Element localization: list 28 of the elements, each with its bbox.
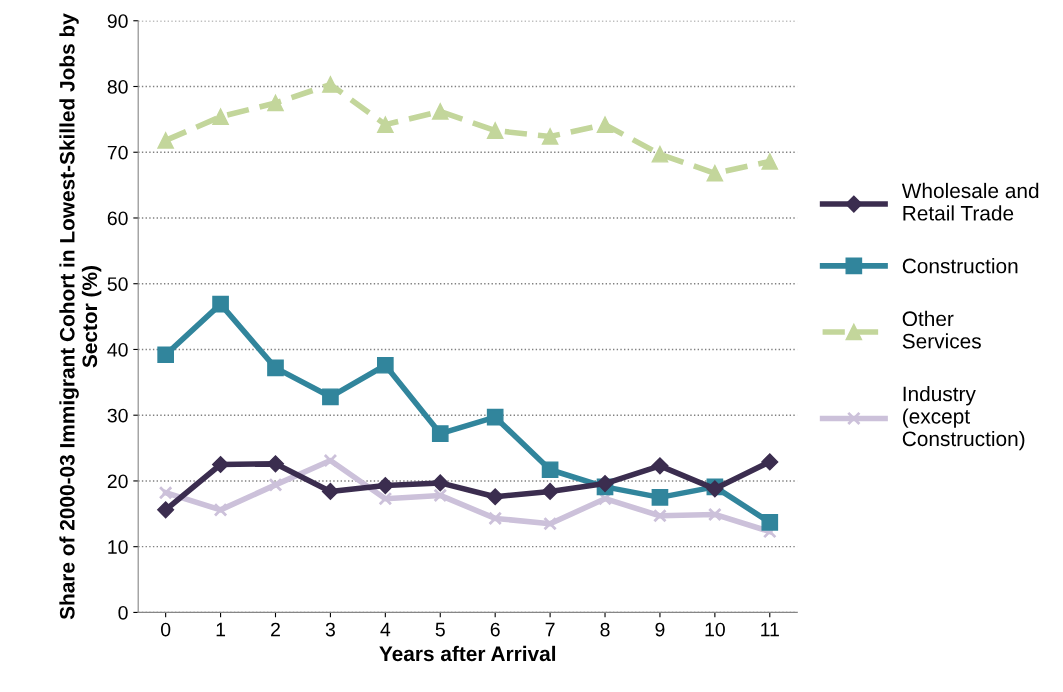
x-tick-label: 4 <box>380 622 391 637</box>
y-tick-label: 50 <box>107 277 128 291</box>
y-tick-label: 20 <box>107 474 128 489</box>
y-tick-label: 90 <box>107 14 128 28</box>
y-tick-label: 30 <box>107 408 128 423</box>
x-axis-title: Years after Arrival <box>379 645 556 662</box>
x-tick-label: 7 <box>545 622 555 637</box>
legend-label: Construction <box>902 258 1018 274</box>
x-tick-label: 10 <box>705 622 725 637</box>
y-tick-label: 0 <box>118 605 128 620</box>
x-tick-label: 8 <box>600 622 610 637</box>
y-tick-label: 10 <box>108 540 128 554</box>
y-tick-label: 80 <box>107 79 128 94</box>
x-tick-label: 0 <box>161 622 171 637</box>
legend-label: Industry (except Construction) <box>902 386 1025 451</box>
x-tick-label: 3 <box>325 622 335 637</box>
y-tick-label: 70 <box>107 145 128 160</box>
y-tick-label: 60 <box>107 211 128 226</box>
x-tick-label: 9 <box>655 622 665 637</box>
x-tick-label: 5 <box>435 622 445 637</box>
x-tick-label: 6 <box>490 622 500 637</box>
x-tick-label: 2 <box>271 622 280 637</box>
legend-label: Wholesale and Retail Trade <box>901 182 1039 221</box>
x-tick-label: 11 <box>761 622 779 637</box>
y-tick-label: 40 <box>107 342 128 357</box>
y-axis-title: Share of 2000-03 Immigrant Cohort in Lowest-Skilled Jobs by Sector (%) <box>59 13 102 620</box>
x-tick-label: 1 <box>216 622 226 637</box>
legend-label: Other Services <box>902 310 981 349</box>
